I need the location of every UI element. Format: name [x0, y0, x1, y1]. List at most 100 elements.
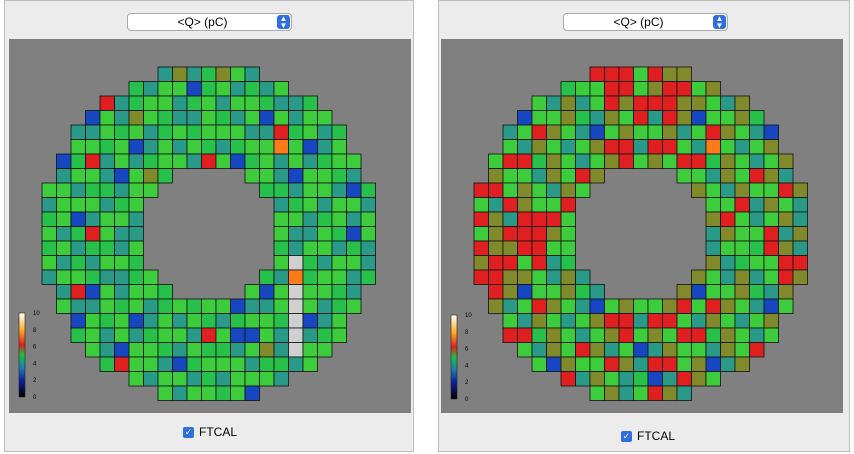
heatmap-cell [691, 153, 707, 169]
heatmap-cell [288, 255, 304, 271]
heatmap-cell [676, 168, 692, 184]
heatmap-cell [502, 226, 518, 242]
heatmap-cell [618, 66, 634, 82]
heatmap-cell [647, 66, 663, 82]
heatmap-cell [749, 168, 765, 184]
heatmap-cell [288, 356, 304, 372]
heatmap-cell [763, 298, 779, 314]
heatmap-cell [230, 81, 246, 97]
heatmap-cell [201, 371, 217, 387]
heatmap-cell [589, 371, 605, 387]
heatmap-cell [531, 298, 547, 314]
heatmap-cell [734, 269, 750, 285]
colorbar-tick-label: 2 [465, 380, 469, 386]
heatmap-cell [70, 313, 86, 329]
heatmap-cell [546, 211, 562, 227]
heatmap-cell [546, 139, 562, 155]
quantity-select[interactable]: <Q> (pC) ▲ ▼ [127, 13, 292, 31]
heatmap-cell [792, 240, 808, 256]
heatmap-cell [488, 269, 504, 285]
heatmap-cell [85, 269, 101, 285]
heatmap-cell [691, 298, 707, 314]
heatmap-cell [734, 327, 750, 343]
heatmap-cell [172, 95, 188, 111]
heatmap-cell [128, 313, 144, 329]
heatmap-cell [85, 153, 101, 169]
heatmap-cell [201, 95, 217, 111]
heatmap-cell [85, 182, 101, 198]
heatmap-cell [99, 139, 115, 155]
heatmap-cell [186, 139, 202, 155]
heatmap-cell [473, 240, 489, 256]
heatmap-cell [201, 66, 217, 82]
heatmap-cell [502, 124, 518, 140]
heatmap-cell [143, 356, 159, 372]
heatmap-cell [346, 182, 362, 198]
heatmap-cell [662, 139, 678, 155]
heatmap-cell [575, 153, 591, 169]
colorbar [450, 314, 458, 400]
heatmap-cell [317, 211, 333, 227]
heatmap-cell [720, 153, 736, 169]
heatmap-cell [560, 211, 576, 227]
ftcal-checkbox[interactable]: ✓ FTCAL [183, 425, 237, 439]
heatmap-cell [302, 124, 318, 140]
heatmap-cell [56, 240, 72, 256]
heatmap-cell [259, 327, 275, 343]
heatmap-cell [172, 81, 188, 97]
heatmap-cell [157, 81, 173, 97]
heatmap-cell [244, 385, 260, 401]
heatmap-cell [99, 255, 115, 271]
heatmap-cell [157, 66, 173, 82]
heatmap-cell [346, 197, 362, 213]
heatmap-cell [517, 298, 533, 314]
heatmap-cell [70, 197, 86, 213]
heatmap-cell [633, 110, 649, 126]
heatmap-cell [114, 342, 130, 358]
heatmap-cell [488, 153, 504, 169]
heatmap-cell [70, 298, 86, 314]
heatmap-cell [604, 356, 620, 372]
ftcal-checkbox[interactable]: ✓ FTCAL [621, 429, 675, 443]
heatmap-cell [215, 371, 231, 387]
heatmap-cell [749, 197, 765, 213]
quantity-select[interactable]: <Q> (pC) ▲ ▼ [563, 13, 728, 31]
heatmap-cell [259, 124, 275, 140]
heatmap-cell [473, 255, 489, 271]
heatmap-cell [517, 124, 533, 140]
heatmap-cell [157, 356, 173, 372]
heatmap-cell [633, 139, 649, 155]
heatmap-cell [143, 284, 159, 300]
heatmap-cell [734, 110, 750, 126]
heatmap-cell [488, 182, 504, 198]
heatmap-cell [186, 356, 202, 372]
heatmap-cell [331, 255, 347, 271]
heatmap-cell [662, 385, 678, 401]
heatmap-cell [331, 327, 347, 343]
ftcal-heatmap: 0 2 4 6 8 10 [450, 66, 808, 403]
heatmap-cell [331, 313, 347, 329]
heatmap-cell [589, 95, 605, 111]
heatmap-cell [186, 371, 202, 387]
heatmap-cell [331, 168, 347, 184]
heatmap-cell [230, 356, 246, 372]
heatmap-cell [546, 226, 562, 242]
heatmap-cell [244, 371, 260, 387]
heatmap-cell [618, 342, 634, 358]
heatmap-cell [259, 313, 275, 329]
heatmap-cell [259, 269, 275, 285]
heatmap-cell [99, 226, 115, 242]
heatmap-cell [662, 342, 678, 358]
heatmap-cell [720, 255, 736, 271]
heatmap-cell [778, 240, 794, 256]
heatmap-cell [647, 124, 663, 140]
heatmap-cell [215, 110, 231, 126]
heatmap-cell [215, 313, 231, 329]
heatmap-cell [128, 240, 144, 256]
heatmap-cell [201, 313, 217, 329]
heatmap-cell [720, 110, 736, 126]
heatmap-cell [560, 284, 576, 300]
heatmap-cell [346, 298, 362, 314]
heatmap-cell [317, 124, 333, 140]
heatmap-cell [778, 255, 794, 271]
